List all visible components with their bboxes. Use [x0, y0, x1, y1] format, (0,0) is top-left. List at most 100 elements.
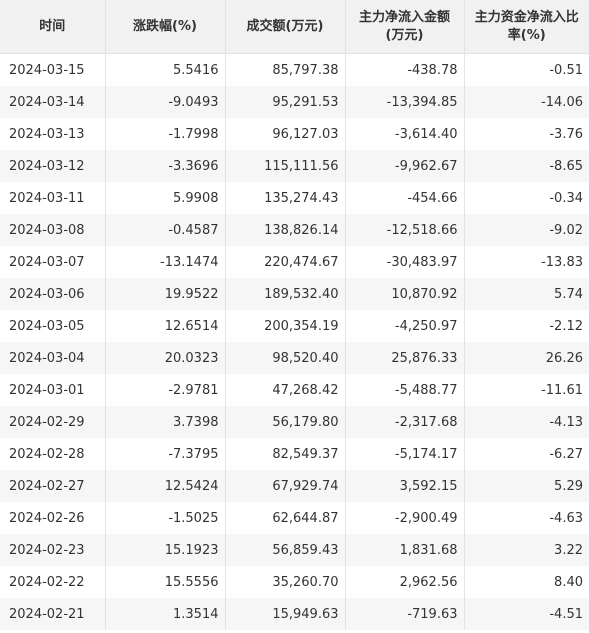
cell-turnover: 220,474.67 [225, 246, 346, 278]
cell-change-pct: 12.6514 [105, 310, 226, 342]
cell-main-net-inflow: -30,483.97 [345, 246, 465, 278]
cell-turnover: 189,532.40 [225, 278, 346, 310]
cell-change-pct: -3.3696 [105, 150, 226, 182]
cell-date: 2024-03-01 [0, 374, 106, 406]
cell-main-net-inflow: -5,488.77 [345, 374, 465, 406]
cell-main-net-inflow: -454.66 [345, 182, 465, 214]
table-header: 时间 涨跌幅(%) 成交额(万元) 主力净流入金额(万元) 主力资金净流入比率(… [0, 0, 589, 54]
table-row: 2024-02-22 15.5556 35,260.70 2,962.56 8.40 [0, 566, 589, 598]
cell-main-net-inflow: -438.78 [345, 53, 465, 86]
cell-change-pct: 5.5416 [105, 53, 226, 86]
cell-turnover: 138,826.14 [225, 214, 346, 246]
cell-main-net-inflow: -3,614.40 [345, 118, 465, 150]
cell-date: 2024-02-22 [0, 566, 106, 598]
table-row: 2024-02-27 12.5424 67,929.74 3,592.15 5.29 [0, 470, 589, 502]
cell-date: 2024-02-27 [0, 470, 106, 502]
table-row: 2024-02-29 3.7398 56,179.80 -2,317.68 -4.13 [0, 406, 589, 438]
cell-main-net-inflow: -4,250.97 [345, 310, 465, 342]
cell-main-inflow-ratio: -3.76 [464, 118, 589, 150]
cell-date: 2024-03-14 [0, 86, 106, 118]
cell-date: 2024-03-07 [0, 246, 106, 278]
header-turnover[interactable]: 成交额(万元) [225, 0, 346, 54]
table-row: 2024-02-26 -1.5025 62,644.87 -2,900.49 -4.63 [0, 502, 589, 534]
cell-date: 2024-03-08 [0, 214, 106, 246]
cell-main-inflow-ratio: -13.83 [464, 246, 589, 278]
cell-main-inflow-ratio: -6.27 [464, 438, 589, 470]
cell-date: 2024-03-11 [0, 182, 106, 214]
header-row: 时间 涨跌幅(%) 成交额(万元) 主力净流入金额(万元) 主力资金净流入比率(… [0, 0, 589, 54]
cell-main-inflow-ratio: -4.13 [464, 406, 589, 438]
cell-change-pct: -1.5025 [105, 502, 226, 534]
cell-main-net-inflow: -2,900.49 [345, 502, 465, 534]
cell-main-net-inflow: 1,831.68 [345, 534, 465, 566]
table-row: 2024-02-21 1.3514 15,949.63 -719.63 -4.51 [0, 598, 589, 630]
cell-main-net-inflow: -12,518.66 [345, 214, 465, 246]
cell-main-inflow-ratio: -11.61 [464, 374, 589, 406]
table-row: 2024-03-05 12.6514 200,354.19 -4,250.97 -2.1… [0, 310, 589, 342]
cell-main-inflow-ratio: 8.40 [464, 566, 589, 598]
cell-main-inflow-ratio: -14.06 [464, 86, 589, 118]
table-row: 2024-02-23 15.1923 56,859.43 1,831.68 3.22 [0, 534, 589, 566]
cell-main-net-inflow: 10,870.92 [345, 278, 465, 310]
cell-change-pct: -2.9781 [105, 374, 226, 406]
cell-date: 2024-02-21 [0, 598, 106, 630]
cell-change-pct: 19.9522 [105, 278, 226, 310]
cell-main-net-inflow: -13,394.85 [345, 86, 465, 118]
table-row: 2024-03-11 5.9908 135,274.43 -454.66 -0.34 [0, 182, 589, 214]
cell-date: 2024-03-05 [0, 310, 106, 342]
cell-change-pct: 15.5556 [105, 566, 226, 598]
header-date[interactable]: 时间 [0, 0, 106, 54]
cell-main-inflow-ratio: -0.34 [464, 182, 589, 214]
cell-turnover: 98,520.40 [225, 342, 346, 374]
cell-change-pct: 15.1923 [105, 534, 226, 566]
cell-change-pct: -1.7998 [105, 118, 226, 150]
cell-turnover: 56,859.43 [225, 534, 346, 566]
cell-main-net-inflow: -719.63 [345, 598, 465, 630]
table-row: 2024-03-12 -3.3696 115,111.56 -9,962.67 -8.6… [0, 150, 589, 182]
cell-change-pct: -7.3795 [105, 438, 226, 470]
table-row: 2024-02-28 -7.3795 82,549.37 -5,174.17 -6.27 [0, 438, 589, 470]
header-change-pct[interactable]: 涨跌幅(%) [105, 0, 226, 54]
cell-main-inflow-ratio: 3.22 [464, 534, 589, 566]
cell-turnover: 82,549.37 [225, 438, 346, 470]
header-main-net-inflow[interactable]: 主力净流入金额(万元) [345, 0, 465, 54]
cell-main-inflow-ratio: 5.74 [464, 278, 589, 310]
cell-turnover: 56,179.80 [225, 406, 346, 438]
cell-turnover: 200,354.19 [225, 310, 346, 342]
cell-change-pct: -9.0493 [105, 86, 226, 118]
cell-main-inflow-ratio: -0.51 [464, 53, 589, 86]
table-row: 2024-03-06 19.9522 189,532.40 10,870.92 5.74 [0, 278, 589, 310]
cell-main-inflow-ratio: -8.65 [464, 150, 589, 182]
table-row: 2024-03-13 -1.7998 96,127.03 -3,614.40 -3.76 [0, 118, 589, 150]
cell-change-pct: 20.0323 [105, 342, 226, 374]
cell-turnover: 15,949.63 [225, 598, 346, 630]
cell-date: 2024-03-15 [0, 53, 106, 86]
table-row: 2024-03-01 -2.9781 47,268.42 -5,488.77 -11.6… [0, 374, 589, 406]
cell-turnover: 85,797.38 [225, 53, 346, 86]
cell-change-pct: -13.1474 [105, 246, 226, 278]
cell-turnover: 67,929.74 [225, 470, 346, 502]
cell-main-inflow-ratio: -4.63 [464, 502, 589, 534]
cell-main-net-inflow: 3,592.15 [345, 470, 465, 502]
cell-date: 2024-02-23 [0, 534, 106, 566]
cell-main-net-inflow: 25,876.33 [345, 342, 465, 374]
table-body: 2024-03-15 5.5416 85,797.38 -438.78 -0.51 202… [0, 53, 589, 630]
cell-change-pct: -0.4587 [105, 214, 226, 246]
cell-date: 2024-02-26 [0, 502, 106, 534]
cell-date: 2024-03-06 [0, 278, 106, 310]
table-row: 2024-03-14 -9.0493 95,291.53 -13,394.85 -14.… [0, 86, 589, 118]
header-main-inflow-ratio[interactable]: 主力资金净流入比率(%) [464, 0, 589, 54]
cell-main-inflow-ratio: 26.26 [464, 342, 589, 374]
cell-turnover: 135,274.43 [225, 182, 346, 214]
cell-main-inflow-ratio: 5.29 [464, 470, 589, 502]
cell-main-inflow-ratio: -4.51 [464, 598, 589, 630]
cell-main-net-inflow: -5,174.17 [345, 438, 465, 470]
cell-turnover: 96,127.03 [225, 118, 346, 150]
cell-main-net-inflow: -9,962.67 [345, 150, 465, 182]
cell-turnover: 62,644.87 [225, 502, 346, 534]
cell-change-pct: 12.5424 [105, 470, 226, 502]
cell-date: 2024-03-04 [0, 342, 106, 374]
cell-main-inflow-ratio: -2.12 [464, 310, 589, 342]
cell-main-net-inflow: -2,317.68 [345, 406, 465, 438]
